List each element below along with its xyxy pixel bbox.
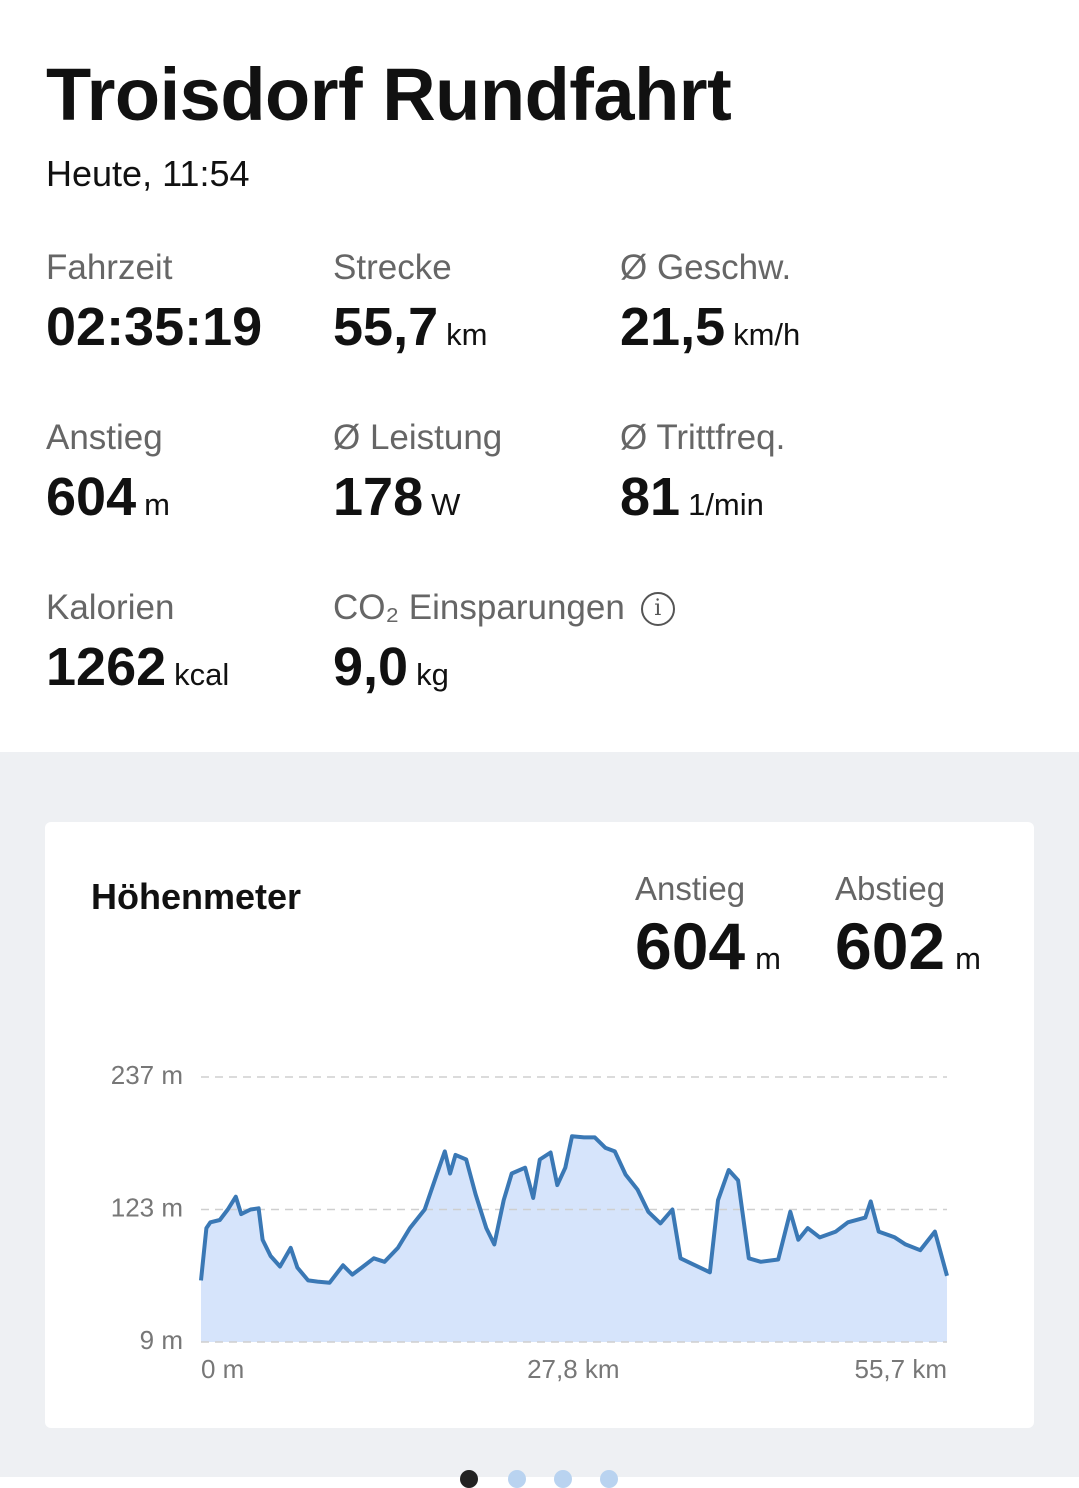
y-tick-label: 237 m [111, 1060, 183, 1090]
stat-number: 604 [46, 467, 137, 527]
stat-number: 81 [620, 467, 681, 527]
card-stat-unit: m [955, 941, 981, 976]
stat-label: Ø Geschw. [620, 248, 792, 287]
card-stat-number: 602 [835, 909, 946, 983]
card-stat-value: 602 m [835, 908, 981, 984]
stat-value: 55,7 km [333, 296, 613, 358]
stat-value: 9,0 kg [333, 636, 753, 698]
ride-title: Troisdorf Rundfahrt [46, 53, 732, 136]
stat-label: Ø Trittfreq. [620, 418, 786, 457]
card-stat-unit: m [755, 941, 781, 976]
summary-panel: Troisdorf Rundfahrt Heute, 11:54 Fahrzei… [46, 53, 900, 698]
y-tick-label: 123 m [111, 1192, 183, 1222]
stat-number: 178 [333, 467, 424, 527]
stat-number: 9,0 [333, 637, 409, 697]
stat-item: Fahrzeit 02:35:19 [46, 248, 326, 358]
stat-number: 02:35:19 [46, 297, 263, 357]
stat-value: 02:35:19 [46, 296, 326, 358]
stat-value: 21,5 km/h [620, 296, 900, 358]
stat-label: Ø Leistung [333, 418, 503, 457]
stat-unit: kg [416, 657, 449, 692]
stat-label: CO₂ Einsparungen i [333, 588, 753, 628]
stat-value: 1262 kcal [46, 636, 326, 698]
area-fill [201, 1136, 947, 1342]
card-title: Höhenmeter [91, 876, 302, 917]
stat-label: Kalorien [46, 588, 175, 627]
stat-unit: W [431, 487, 461, 522]
stat-unit: 1/min [688, 487, 764, 522]
ride-date: Heute, 11:54 [46, 153, 250, 194]
card-stat-number: 604 [635, 909, 746, 983]
elevation-line [199, 1134, 949, 1285]
card-stat-label: Abstieg [835, 870, 946, 907]
card-stat: Anstieg 604 m [635, 870, 781, 984]
stat-number: 1262 [46, 637, 167, 697]
stat-number: 55,7 [333, 297, 439, 357]
stat-item: Ø Trittfreq. 81 1/min [620, 418, 900, 528]
info-icon[interactable]: i [640, 592, 675, 626]
stat-item: Kalorien 1262 kcal [46, 588, 326, 698]
stat-unit: m [144, 487, 170, 522]
stat-unit: kcal [174, 657, 230, 692]
stat-item: Anstieg 604 m [46, 418, 326, 528]
stat-unit: km [446, 317, 488, 352]
y-tick-label: 9 m [140, 1325, 183, 1355]
stat-value: 81 1/min [620, 466, 900, 528]
card-stat-value: 604 m [635, 908, 781, 984]
stat-item: Ø Geschw. 21,5 km/h [620, 248, 900, 358]
card-stat-label: Anstieg [635, 870, 746, 907]
stat-item: Ø Leistung 178 W [333, 418, 613, 528]
stat-number: 21,5 [620, 297, 726, 357]
stat-label: Anstieg [46, 418, 163, 457]
stat-value: 178 W [333, 466, 613, 528]
stat-item: CO₂ Einsparungen i 9,0 kg [333, 588, 753, 698]
stat-unit: km/h [733, 317, 801, 352]
stat-label: Strecke [333, 248, 452, 287]
stat-item: Strecke 55,7 km [333, 248, 613, 358]
x-tick-label: 55,7 km [855, 1354, 948, 1384]
stat-value: 604 m [46, 466, 326, 528]
card-stat: Abstieg 602 m [835, 870, 981, 984]
x-tick-label: 0 m [201, 1354, 244, 1384]
x-tick-label: 27,8 km [527, 1354, 620, 1384]
stat-label: Fahrzeit [46, 248, 173, 287]
